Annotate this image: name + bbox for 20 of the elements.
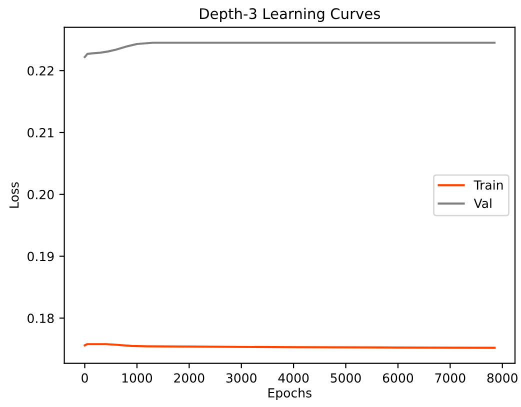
x-tick-label: 5000 — [330, 373, 361, 383]
x-tick-label: 8000 — [487, 373, 518, 383]
x-tick-label: 3000 — [226, 373, 256, 383]
y-axis-title: Loss — [9, 182, 19, 208]
x-tick-label: 7000 — [435, 373, 466, 383]
x-axis-title: Epochs — [268, 388, 312, 400]
y-tick-label: 0.20 — [28, 190, 54, 200]
y-tick-label: 0.21 — [28, 128, 54, 138]
legend-label: Train — [474, 180, 503, 190]
x-tick-label: 1000 — [122, 373, 152, 383]
legend-label: Val — [474, 198, 492, 208]
x-tick-label: 0 — [82, 373, 88, 383]
y-tick-label: 0.19 — [28, 252, 54, 262]
y-tick-label: 0.22 — [28, 66, 54, 76]
x-tick-label: 6000 — [382, 373, 414, 383]
chart-title: Depth-3 Learning Curves — [200, 8, 380, 22]
x-tick-label: 4000 — [278, 373, 309, 383]
x-tick-label: 2000 — [174, 373, 204, 383]
y-tick-label: 0.18 — [28, 314, 54, 324]
line-series — [84, 42, 496, 58]
